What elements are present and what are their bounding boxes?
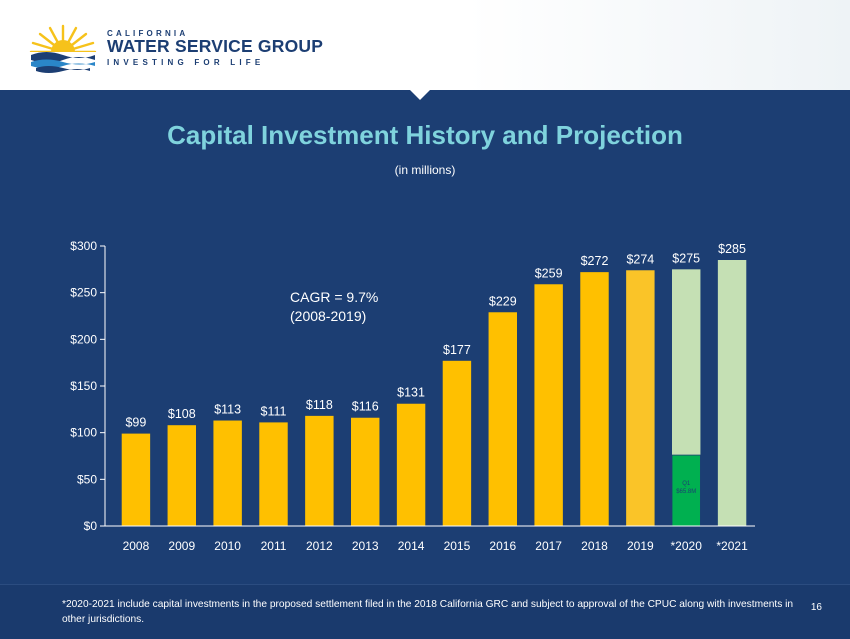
- x-tick-label: 2017: [535, 539, 562, 553]
- footer: *2020-2021 include capital investments i…: [0, 584, 850, 639]
- page-title: Capital Investment History and Projectio…: [167, 120, 683, 150]
- bar-2012: [305, 415, 334, 526]
- x-tick-label: 2008: [123, 539, 150, 553]
- bar-2019: [626, 270, 655, 526]
- logo-tagline: INVESTING FOR LIFE: [107, 58, 265, 67]
- y-tick-label: $0: [84, 519, 98, 533]
- bar-value-label: $131: [397, 386, 425, 400]
- x-tick-label: 2012: [306, 539, 333, 553]
- q1-label: Q1: [682, 481, 691, 487]
- bar-value-label: $118: [306, 398, 333, 412]
- bar-value-label: $275: [672, 251, 700, 265]
- x-tick-label: 2018: [581, 539, 608, 553]
- x-tick-label: 2013: [352, 539, 379, 553]
- x-tick-label: 2010: [214, 539, 241, 553]
- bar-2015: [442, 360, 472, 526]
- bar-value-label: $111: [261, 404, 287, 418]
- x-tick-label: 2019: [627, 539, 654, 553]
- bar-value-label: $116: [352, 400, 379, 414]
- y-tick-label: $250: [70, 286, 97, 300]
- x-tick-label: 2016: [489, 539, 516, 553]
- footnote: *2020-2021 include capital investments i…: [62, 599, 794, 625]
- x-tick-label: 2014: [398, 539, 425, 553]
- bar-2008: [121, 433, 151, 526]
- page-subtitle: (in millions): [394, 163, 456, 177]
- bar-value-label: $259: [535, 266, 563, 280]
- x-tick-label: 2015: [444, 539, 471, 553]
- cagr-annotation-line2: (2008-2019): [290, 308, 366, 324]
- page-number: 16: [810, 602, 822, 613]
- bar-chart: $0 $50 $100 $150 $200 $250 $300 $99 $108 $113 $11…: [70, 239, 755, 553]
- company-logo: CALIFORNIA WATER SERVICE GROUP INVESTING…: [28, 22, 328, 74]
- logo-main-text: WATER SERVICE GROUP: [107, 36, 324, 56]
- bar-value-label: $285: [718, 242, 746, 256]
- bar-2020-q1-segment: [671, 454, 701, 527]
- bar-value-label: $113: [214, 403, 241, 417]
- header-bar: CALIFORNIA WATER SERVICE GROUP INVESTING…: [0, 0, 850, 90]
- x-tick-label: 2011: [261, 539, 287, 553]
- sun-water-icon: [28, 24, 98, 74]
- bar-value-label: $272: [581, 254, 609, 268]
- q1-amount-label: $65.8M: [676, 489, 696, 495]
- bar-value-label: $108: [168, 407, 196, 421]
- bar-2016: [488, 312, 518, 526]
- bar-2014: [396, 403, 426, 526]
- bar-2017: [534, 284, 563, 526]
- bar-2013: [350, 417, 380, 526]
- logo-top-text: CALIFORNIA: [107, 29, 189, 38]
- bar-proj-2021: [717, 260, 747, 526]
- bar-value-label: $229: [489, 294, 517, 308]
- bar-value-label: $177: [443, 343, 471, 357]
- y-tick-label: $50: [77, 472, 97, 486]
- bar-value-label: $99: [125, 416, 146, 430]
- bars-group: $99 $108 $113 $111 $118 $116 $131 $177 $229 $259 $…: [121, 242, 747, 527]
- bar-value-label: $274: [626, 252, 654, 266]
- y-tick-label: $150: [70, 379, 97, 393]
- bar-2009: [167, 425, 197, 526]
- bar-2011: [259, 422, 288, 526]
- x-tick-label: 2009: [168, 539, 195, 553]
- y-tick-label: $300: [70, 239, 97, 253]
- x-tick-label: *2021: [716, 539, 748, 553]
- header-notch: [408, 88, 432, 100]
- x-tick-label: *2020: [671, 539, 703, 553]
- y-tick-label: $200: [70, 332, 97, 346]
- x-axis: 2008 2009 2010 2011 2012 2013 2014 2015 2016 2017…: [105, 525, 755, 553]
- y-tick-label: $100: [70, 426, 97, 440]
- cagr-annotation-line1: CAGR = 9.7%: [290, 289, 378, 305]
- bar-2018: [580, 272, 609, 526]
- bar-2010: [213, 420, 242, 526]
- y-axis: $0 $50 $100 $150 $200 $250 $300: [70, 239, 106, 533]
